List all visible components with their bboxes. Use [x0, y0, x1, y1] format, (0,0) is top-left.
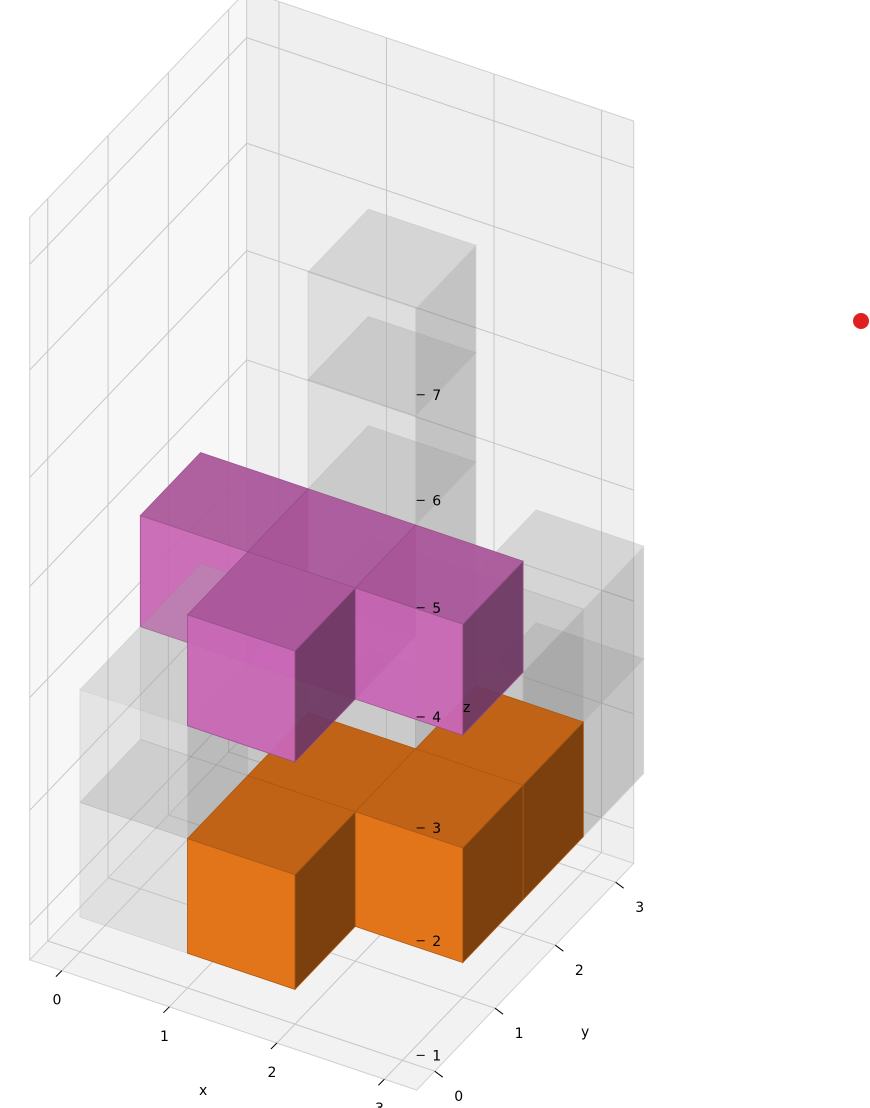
z-tick-label: 7	[432, 388, 441, 404]
grid-line-y-floor	[47, 940, 435, 1072]
z-tick-label: 2	[432, 934, 441, 950]
z-tick-label: 6	[432, 493, 441, 509]
orange-voxel	[186, 775, 357, 991]
y-tick	[615, 881, 624, 889]
gray-voxel	[307, 208, 477, 417]
grid-line-z-back	[246, 359, 634, 491]
z-axis-label: z	[463, 700, 470, 716]
y-axis-label: y	[581, 1025, 589, 1041]
z-tick-label: 1	[432, 1048, 441, 1064]
x-tick-label: 0	[52, 993, 61, 1009]
grid-line-z-back	[246, 250, 634, 382]
grid-line-z-left	[29, 697, 248, 926]
pink-voxel	[354, 524, 524, 737]
y-tick-label: 3	[635, 900, 644, 916]
axis-ticks: 0 1 2 3 0 1 2 3 1 2 3 4 5 6 7	[52, 388, 644, 1108]
x-axis-label: x	[199, 1083, 207, 1099]
z-tick-label: 5	[432, 601, 441, 617]
voxel-pieces	[79, 208, 645, 991]
x-tick	[378, 1078, 385, 1086]
x-tick-label: 1	[160, 1029, 169, 1045]
y-tick-label: 0	[454, 1089, 463, 1105]
x-tick	[163, 1006, 170, 1014]
y-tick	[494, 1007, 504, 1015]
grid-line-z-back	[246, 142, 634, 275]
z-tick-label: 4	[432, 710, 441, 726]
x-tick-label: 2	[267, 1065, 276, 1081]
grid-line-z-back	[246, 37, 634, 169]
x-tick-label: 3	[375, 1101, 384, 1108]
pink-voxel	[186, 551, 357, 763]
grid-line-z-left	[29, 359, 248, 587]
y-tick-label: 2	[575, 963, 584, 979]
red-marker-dot	[853, 313, 869, 329]
z-tick-label: 3	[432, 821, 441, 837]
y-tick	[434, 1070, 444, 1078]
y-tick-label: 1	[515, 1026, 524, 1042]
grid-line-z-left	[29, 250, 248, 478]
orange-voxel	[354, 748, 524, 964]
gray-voxel	[307, 316, 477, 526]
x-tick	[270, 1042, 278, 1050]
grid-line-z-left	[29, 37, 248, 265]
grid-line-x-floor	[384, 852, 602, 1080]
y-tick	[555, 944, 564, 952]
grid-line-z-left	[29, 142, 248, 371]
x-tick	[55, 970, 63, 977]
